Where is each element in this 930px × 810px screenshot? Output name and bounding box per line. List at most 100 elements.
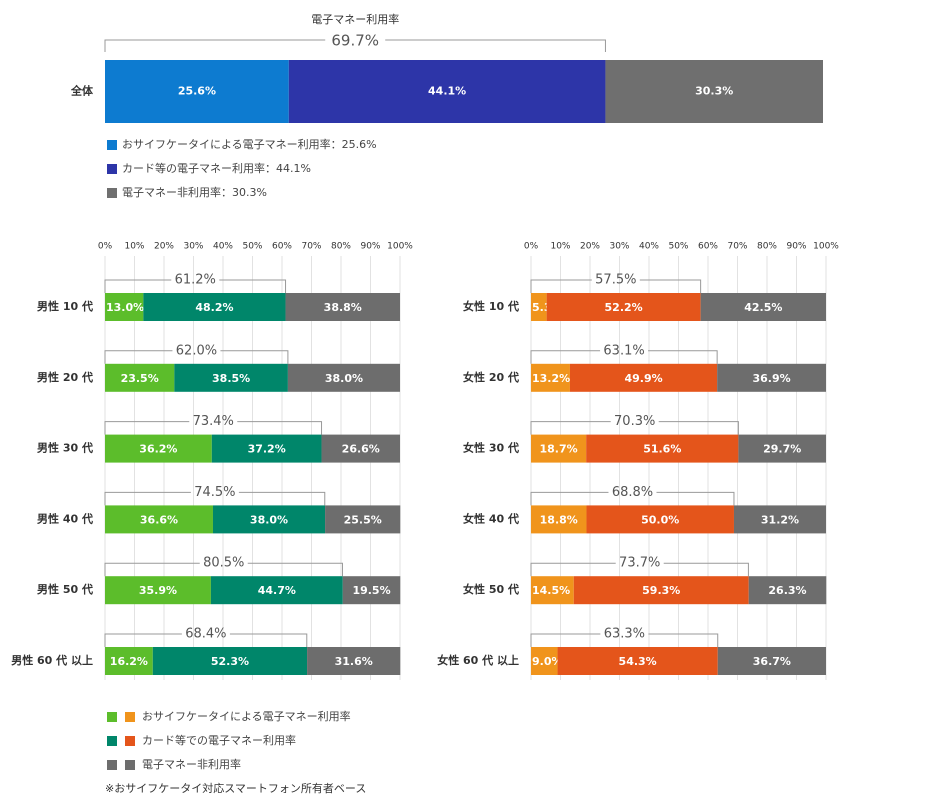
bracket-total: 69.7%	[331, 32, 379, 50]
bar-segment	[717, 647, 826, 675]
bar-segment	[105, 576, 211, 605]
category-label: 女性 20 代	[463, 370, 519, 384]
legend-swatch	[107, 188, 117, 198]
bracket	[104, 491, 326, 506]
data-label: 37.2%	[248, 443, 286, 456]
data-label: 16.2%	[110, 655, 148, 668]
x-tick-label: 90%	[360, 242, 380, 252]
bracket	[104, 279, 287, 293]
data-label: 42.5%	[744, 301, 782, 314]
category-label: 女性 10 代	[463, 299, 519, 313]
data-label: 23.5%	[121, 372, 159, 385]
bar-segment	[717, 363, 826, 392]
x-tick-label: 40%	[213, 242, 233, 252]
data-label: 51.6%	[643, 443, 681, 456]
bar-segment	[287, 363, 400, 392]
bar-segment	[546, 293, 701, 321]
data-label: 44.1%	[428, 85, 466, 98]
legend-swatch	[107, 712, 117, 722]
legend-label: カード等の電子マネー利用率：44.1%	[122, 161, 311, 175]
bar-segment	[105, 647, 153, 675]
bar-segment	[586, 434, 739, 463]
bar-segment	[152, 647, 308, 675]
bar-segment	[557, 647, 718, 675]
bracket-total: 63.1%	[603, 343, 644, 358]
data-label: 48.2%	[195, 301, 233, 314]
x-tick-label: 70%	[301, 242, 321, 252]
legend-swatch	[107, 164, 117, 174]
bar-segment	[605, 60, 823, 123]
bracket-title: 電子マネー利用率	[311, 12, 399, 26]
data-label: 13.2%	[532, 372, 570, 385]
category-label: 全体	[70, 84, 94, 98]
data-label: 36.2%	[139, 443, 177, 456]
data-label: 36.6%	[140, 513, 178, 526]
bracket-total: 70.3%	[614, 414, 655, 429]
bar-segment	[174, 363, 288, 392]
bracket	[104, 39, 606, 52]
x-tick-label: 20%	[154, 242, 174, 252]
bar-segment	[105, 363, 175, 392]
bar-segment	[288, 60, 606, 123]
bar-segment	[211, 434, 322, 463]
bar-segment	[105, 293, 144, 321]
category-label: 女性 40 代	[463, 511, 519, 525]
data-label: 13.0%	[106, 301, 144, 314]
data-label: 44.7%	[258, 584, 296, 597]
bar-segment	[531, 505, 587, 534]
bracket	[530, 350, 718, 364]
x-tick-label: 100%	[387, 242, 413, 252]
legend-label: おサイフケータイによる電子マネー利用率：25.6%	[122, 137, 377, 151]
legend-label: 電子マネー非利用率：30.3%	[122, 185, 267, 199]
bar-segment	[307, 647, 401, 675]
x-tick-label: 30%	[609, 242, 629, 252]
bar-segment	[738, 434, 826, 463]
data-label: 18.7%	[539, 443, 577, 456]
data-label: 29.7%	[763, 443, 801, 456]
data-label: 25.6%	[178, 85, 216, 98]
bar-segment	[700, 293, 826, 321]
bar-segment	[531, 576, 574, 605]
category-label: 男性 30 代	[37, 441, 93, 455]
data-label: 38.5%	[212, 372, 250, 385]
data-label: 52.2%	[605, 301, 643, 314]
bar-segment	[210, 576, 343, 605]
bracket	[530, 562, 749, 577]
bracket	[104, 562, 343, 577]
bracket-total: 68.4%	[185, 627, 226, 642]
legend-label: おサイフケータイによる電子マネー利用率	[142, 709, 351, 723]
data-label: 31.6%	[335, 655, 373, 668]
data-label: 26.6%	[342, 443, 380, 456]
x-tick-label: 90%	[786, 242, 806, 252]
footnote: ※おサイフケータイ対応スマートフォン所有者ベース	[105, 781, 366, 795]
bracket	[530, 491, 735, 506]
data-label: 9.0%	[532, 655, 563, 668]
bar-segment	[321, 434, 400, 463]
x-tick-label: 10%	[550, 242, 570, 252]
bracket-total: 63.3%	[604, 627, 645, 642]
bracket	[530, 279, 702, 293]
bracket-total: 57.5%	[595, 273, 636, 288]
data-label: 14.5%	[532, 584, 570, 597]
data-label: 52.3%	[211, 655, 249, 668]
bracket-total: 80.5%	[203, 556, 244, 571]
data-label: 49.9%	[624, 372, 662, 385]
legend-swatch	[107, 736, 117, 746]
data-label: 38.0%	[325, 372, 363, 385]
x-tick-label: 100%	[813, 242, 839, 252]
x-tick-label: 40%	[639, 242, 659, 252]
data-label: 36.7%	[753, 655, 791, 668]
bracket	[530, 421, 739, 435]
category-label: 女性 30 代	[463, 441, 519, 455]
bar-segment	[531, 293, 547, 321]
data-label: 59.3%	[642, 584, 680, 597]
bar-segment	[105, 505, 213, 534]
x-tick-label: 60%	[698, 242, 718, 252]
bracket-total: 73.7%	[619, 556, 660, 571]
bar-segment	[342, 576, 401, 605]
x-tick-label: 0%	[524, 242, 539, 252]
data-label: 18.8%	[540, 513, 578, 526]
data-label: 38.8%	[324, 301, 362, 314]
data-label: 19.5%	[352, 584, 390, 597]
